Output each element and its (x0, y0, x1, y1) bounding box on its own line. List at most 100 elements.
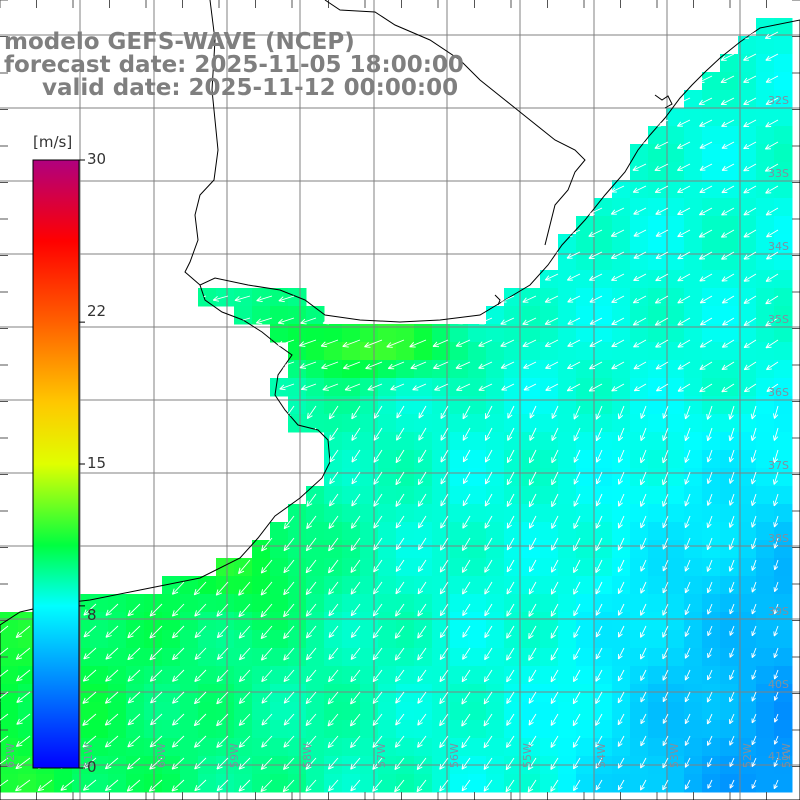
wind-speed-cell (216, 738, 235, 757)
wind-speed-cell (666, 216, 685, 235)
wind-arrow (484, 515, 493, 529)
wind-speed-cell (702, 558, 721, 577)
model-title: modelo GEFS-WAVE (NCEP) (4, 29, 355, 55)
wind-speed-cell (558, 486, 577, 505)
wind-speed-cell (738, 576, 757, 595)
wind-arrow (729, 669, 735, 681)
wind-arrow (617, 581, 625, 595)
wind-speed-cell (306, 774, 325, 793)
wind-arrow (238, 713, 251, 726)
wind-arrow (654, 317, 669, 326)
wind-speed-cell (486, 486, 505, 505)
wind-speed-cell (306, 666, 325, 685)
wind-speed-cell (90, 774, 109, 793)
wind-arrow (528, 625, 537, 639)
wind-speed-cell (630, 576, 649, 595)
wind-speed-cell (558, 252, 577, 271)
wind-arrow (528, 735, 537, 748)
wind-speed-cell (630, 414, 649, 433)
wind-arrow (283, 757, 295, 770)
wind-speed-cell (576, 360, 595, 379)
wind-speed-cell (288, 306, 307, 325)
wind-arrow (83, 603, 97, 616)
wind-speed-cell (306, 396, 325, 415)
wind-speed-cell (630, 702, 649, 721)
colorbar-unit: [m/s] (33, 133, 73, 151)
wind-speed-cell (270, 630, 289, 649)
wind-arrow (194, 647, 207, 660)
wind-speed-cell (504, 342, 523, 361)
wind-speed-cell (0, 630, 19, 649)
wind-speed-cell (648, 612, 667, 631)
wind-arrow (283, 647, 295, 661)
wind-speed-cell (630, 738, 649, 757)
wind-speed-cell (576, 414, 595, 433)
wind-speed-cell (360, 378, 379, 397)
wind-speed-cell (720, 216, 739, 235)
wind-arrow (433, 361, 449, 370)
wind-speed-cell (612, 324, 631, 343)
wind-arrow (766, 361, 779, 371)
wind-arrow (750, 493, 757, 507)
wind-speed-cell (738, 216, 757, 235)
wind-speed-cell (594, 306, 613, 325)
wind-speed-cell (684, 216, 703, 235)
wind-arrow (655, 339, 669, 348)
wind-speed-cell (18, 612, 37, 631)
wind-speed-cell (666, 396, 685, 415)
wind-arrow (484, 603, 493, 617)
wind-speed-cell (630, 774, 649, 793)
wind-arrow (656, 383, 669, 392)
wind-arrow (306, 515, 317, 529)
wind-arrow (283, 691, 295, 704)
wind-speed-cell (90, 630, 109, 649)
wind-speed-cell (702, 702, 721, 721)
wind-speed-cell (720, 288, 739, 307)
wind-arrow (483, 735, 493, 749)
wind-speed-cell (576, 612, 595, 631)
wind-arrow (350, 757, 361, 770)
wind-arrow (751, 713, 757, 724)
wind-speed-cell (450, 522, 469, 541)
wind-arrow (484, 625, 493, 639)
wind-speed-cell (558, 648, 577, 667)
wind-speed-cell (648, 684, 667, 703)
wind-arrow (461, 757, 471, 770)
wind-speed-cell (540, 774, 559, 793)
wind-speed-cell (558, 432, 577, 451)
wind-speed-cell (252, 540, 271, 559)
wind-speed-cell (756, 738, 775, 757)
wind-arrow (418, 537, 427, 551)
wind-speed-cell (720, 522, 739, 541)
wind-speed-cell (450, 360, 469, 379)
wind-speed-cell (486, 666, 505, 685)
wind-speed-cell (558, 594, 577, 613)
wind-speed-cell (720, 630, 739, 649)
wind-speed-cell (522, 522, 541, 541)
wind-arrow (765, 119, 779, 128)
wind-arrow (684, 493, 691, 507)
wind-arrow (596, 471, 603, 485)
wind-speed-cell (684, 234, 703, 253)
wind-speed-cell (342, 432, 361, 451)
wind-arrow (282, 779, 295, 793)
wind-arrow (417, 493, 427, 507)
wind-speed-cell (522, 306, 541, 325)
wind-arrow (418, 449, 427, 463)
wind-arrow (523, 383, 537, 391)
wind-arrow (589, 361, 603, 370)
wind-speed-cell (540, 594, 559, 613)
wind-arrow (484, 405, 493, 420)
wind-arrow (545, 383, 559, 391)
wind-speed-cell (702, 126, 721, 145)
wind-speed-cell (630, 270, 649, 289)
wind-arrow (455, 361, 471, 369)
wind-speed-cell (288, 666, 307, 685)
wind-speed-cell (504, 594, 523, 613)
wind-speed-cell (90, 648, 109, 667)
wind-speed-cell (594, 432, 613, 451)
wind-speed-cell (18, 666, 37, 685)
wind-speed-cell (612, 180, 631, 199)
wind-arrow (677, 97, 691, 105)
wind-speed-cell (558, 576, 577, 595)
